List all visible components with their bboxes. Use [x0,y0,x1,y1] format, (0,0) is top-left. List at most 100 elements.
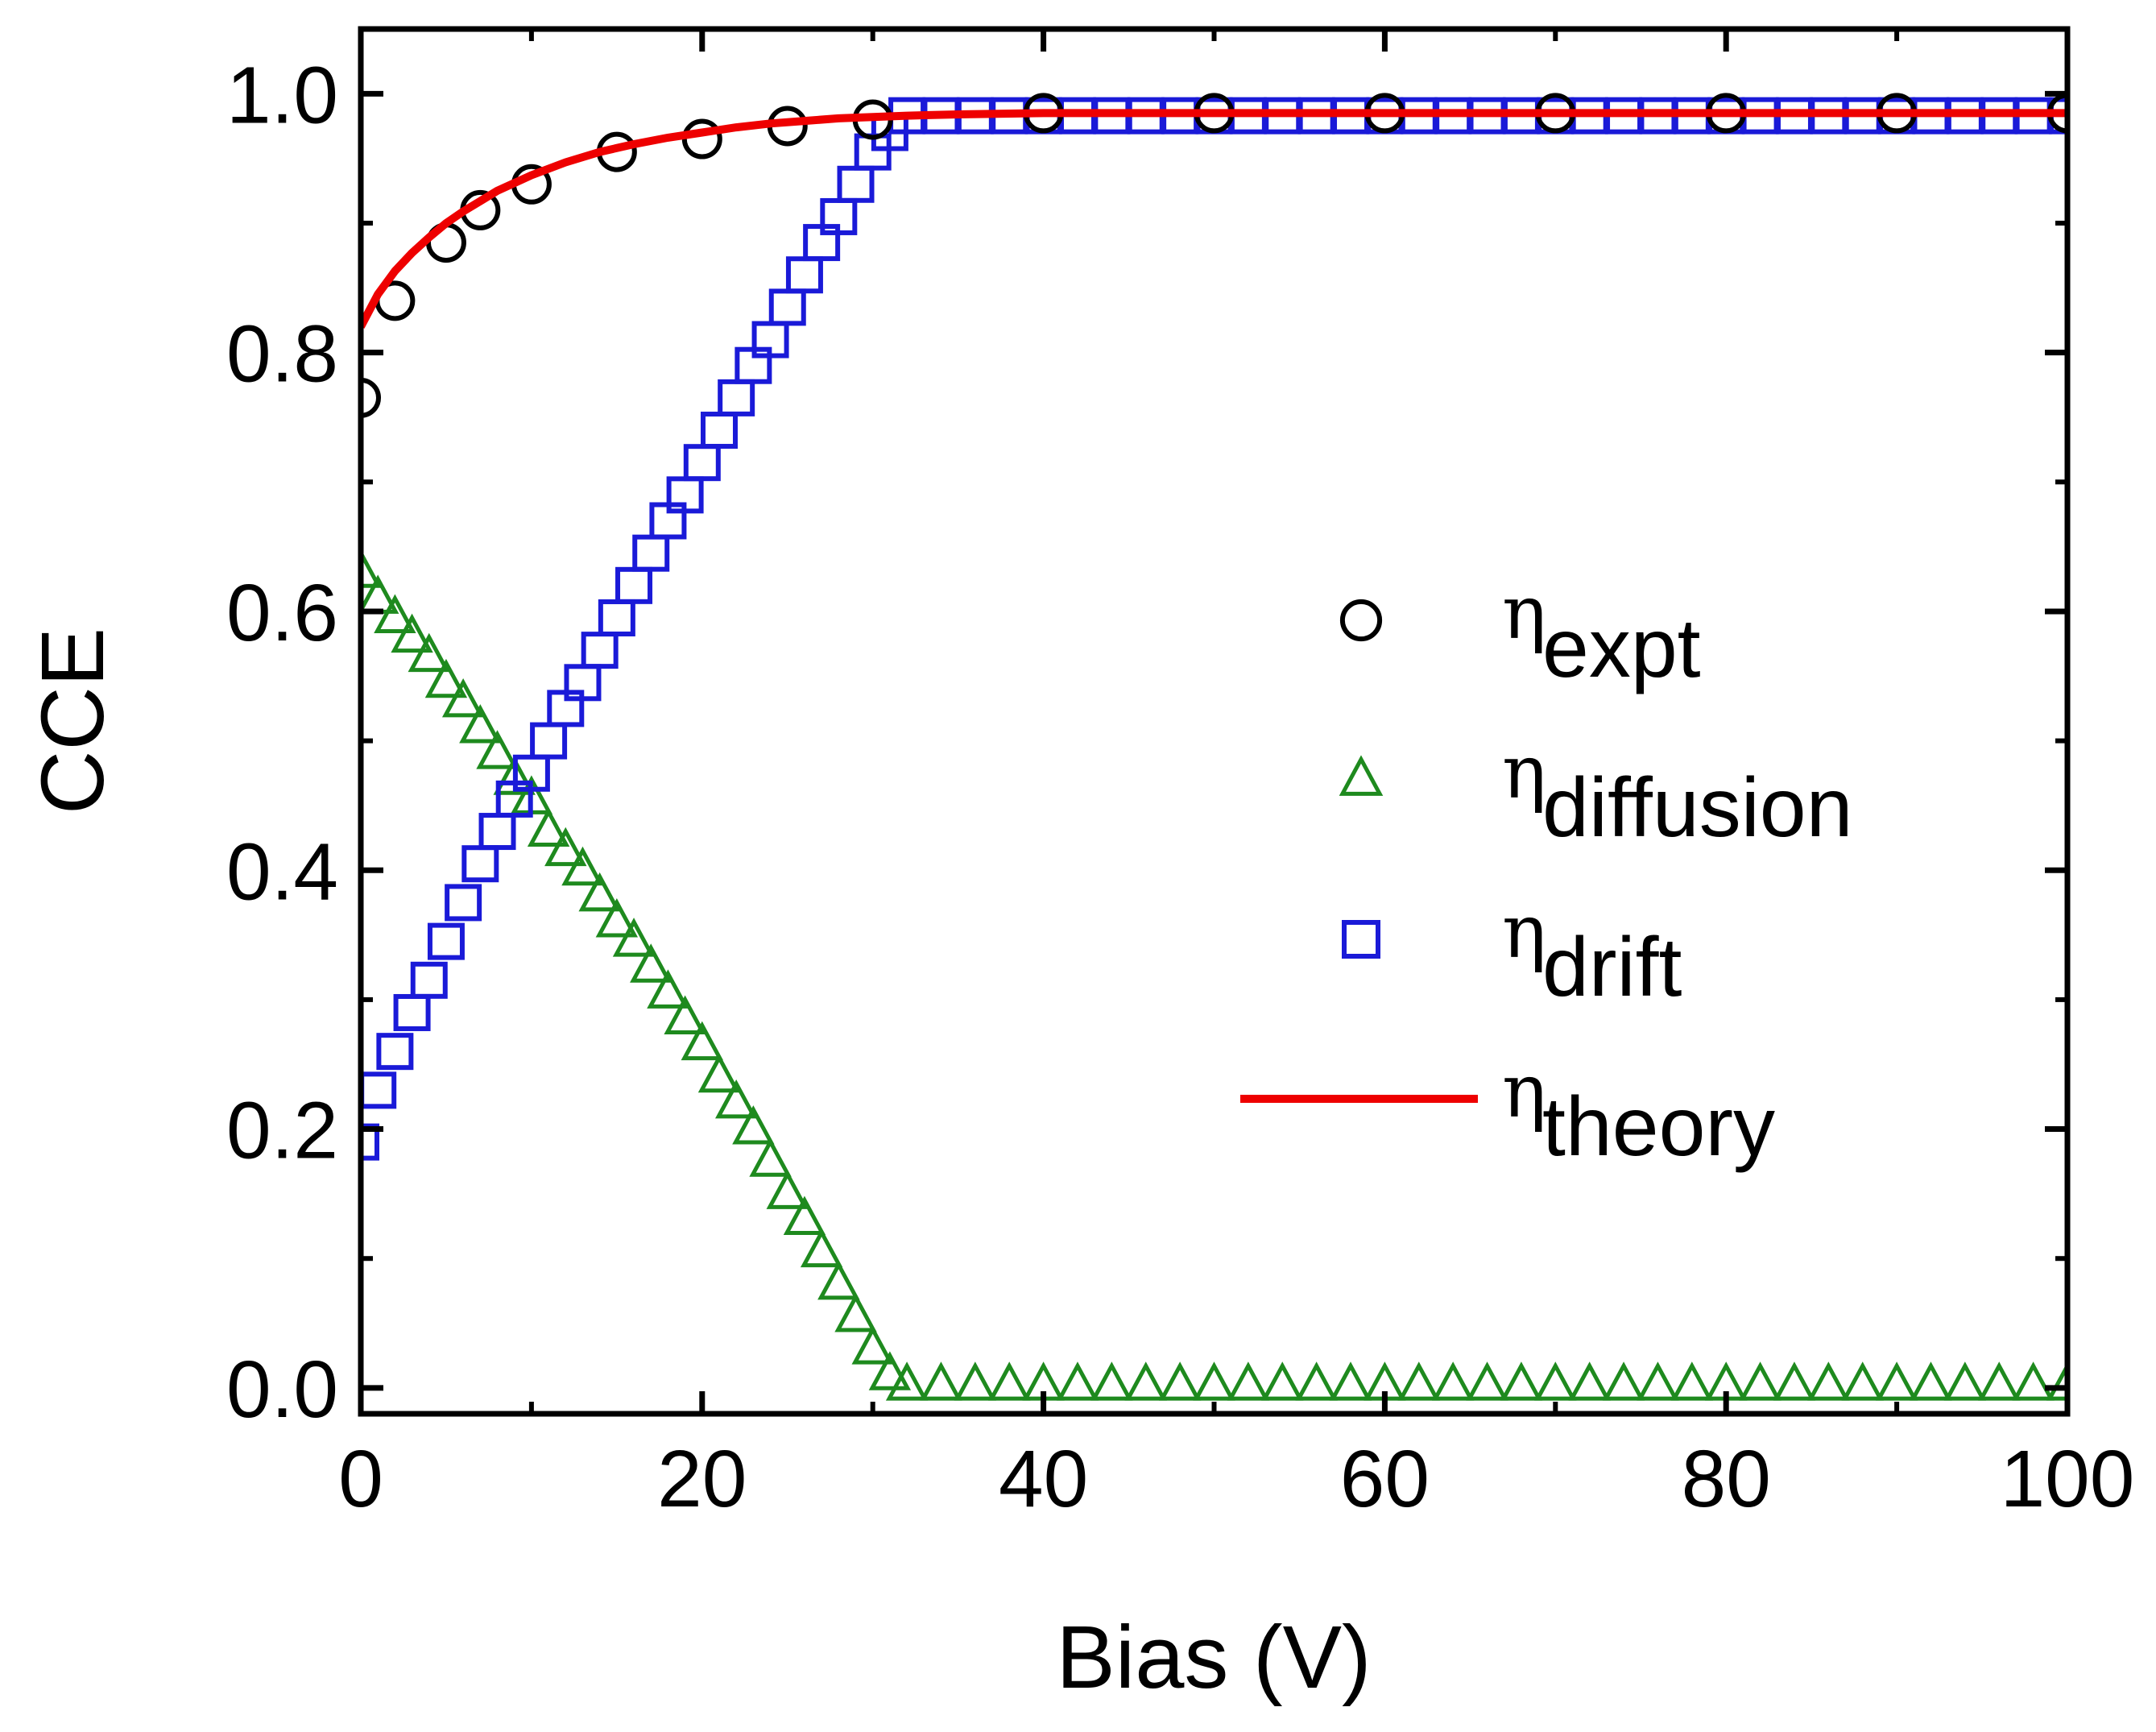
x-tick-label: 80 [1682,1434,1771,1524]
series-drift-point [768,288,806,326]
series-diffusion-point [374,594,416,633]
series-diffusion-point [1193,1361,1235,1401]
series-diffusion-point [595,898,639,938]
series-diffusion-point [1397,1361,1440,1401]
series-drift-point [393,993,431,1031]
series-diffusion-point [1534,1361,1577,1401]
series-diffusion-point [408,632,450,673]
series-diffusion-point [834,1293,877,1332]
series-diffusion-point [1295,1361,1338,1401]
series-diffusion-point [647,969,689,1009]
legend-diffusion-label: diffusion [1542,761,1852,855]
series-drift-point [361,1123,379,1161]
series-diffusion-point [561,846,604,886]
series-diffusion-point [441,677,485,718]
legend-drift-marker [1342,920,1380,959]
series-diffusion-point [1841,1361,1884,1401]
legend-diffusion-marker [1339,755,1384,796]
series-diffusion-point [681,1021,723,1061]
series-drift-point [683,444,721,482]
series-diffusion-point [851,1325,894,1365]
series-diffusion-point [714,1079,758,1119]
series-diffusion-point [1773,1361,1816,1401]
series-drift-point [427,922,465,960]
series-drift-point [837,165,875,203]
series-diffusion-point [885,1361,929,1401]
series-diffusion-point [868,1351,912,1390]
series-drift-point [598,599,635,636]
series-diffusion-point [1943,1361,1987,1401]
series-diffusion-point [766,1170,809,1209]
series-diffusion-point [817,1260,860,1300]
series-diffusion-point [1739,1361,1781,1401]
series-drift-point [361,1071,397,1109]
axes-layer: 0 20 40 60 80 100 0.0 0.2 0.4 0.6 0.8 1.0 [226,29,2134,1524]
legend-diffusion-symbol: η [1502,729,1546,815]
series-drift-point [718,379,755,416]
series-drift-point [632,534,670,572]
series-diffusion-point [749,1137,792,1177]
series-expt-point [361,377,381,418]
series-diffusion-point [1158,1361,1202,1401]
series-diffusion-point [1227,1361,1270,1401]
series-diffusion-point [1466,1361,1508,1401]
series-diffusion-point [1056,1361,1099,1401]
legend-theory-label: theory [1542,1080,1775,1174]
series-diffusion-point [697,1053,741,1093]
series-diffusion-point [1568,1361,1611,1401]
series-diffusion-point [1500,1361,1543,1401]
series-drift-point [445,884,482,922]
series-drift-point [785,256,823,294]
y-tick-label: 0.8 [226,309,338,400]
series-diffusion-point [954,1361,997,1401]
series-diffusion-point [361,549,383,588]
y-tick-label: 1.0 [226,50,338,140]
x-tick-label: 60 [1340,1434,1430,1524]
series-diffusion-point [1875,1361,1918,1401]
series-theory-line [361,109,2067,329]
legend-expt-marker [1339,599,1383,642]
series-diffusion-point [493,756,536,795]
series-diffusion-point [1431,1361,1475,1401]
series-diffusion-point [1670,1361,1714,1401]
series-diffusion-point [459,704,502,744]
series-drift-point [700,412,738,450]
series-diffusion-point [783,1195,826,1236]
series-diffusion-point [2046,1361,2067,1401]
y-tick-label: 0.6 [226,568,338,658]
series-diffusion-point [612,918,656,957]
series-diffusion-point [1124,1361,1167,1401]
series-drift-point [478,813,516,851]
legend-theory-symbol: η [1502,1048,1546,1134]
series-diffusion-point [578,872,621,912]
x-tick-label: 100 [2001,1434,2135,1524]
series-diffusion-point [1978,1361,2021,1401]
plot-frame [358,26,2071,1417]
x-tick-label: 40 [999,1434,1088,1524]
series-diffusion-point [391,613,433,653]
series-diffusion-point [800,1228,843,1268]
y-tick-label: 0.0 [226,1345,338,1435]
series-diffusion-point [1090,1361,1133,1401]
series-diffusion-point [1602,1361,1645,1401]
x-tick-label: 20 [657,1434,747,1524]
series-diffusion-point [988,1361,1031,1401]
series-diffusion-point [1329,1361,1372,1401]
legend-drift-symbol: η [1502,889,1546,975]
series-diffusion-point [920,1361,962,1401]
series-diffusion-point [476,730,519,769]
y-axis-title: CCE [23,628,122,814]
series-drift-point [410,961,448,999]
series-diffusion-point [527,807,570,847]
series-diffusion-point [732,1105,775,1145]
series-diffusion-point [630,943,672,983]
series-diffusion-point [664,995,706,1035]
series-diffusion-point [1261,1361,1304,1401]
y-tick-label: 0.4 [226,827,338,917]
series-drift-point [581,632,619,669]
series-diffusion-point [1637,1361,1679,1401]
series-drift-point [376,1033,414,1071]
series-layer [361,93,2067,1401]
